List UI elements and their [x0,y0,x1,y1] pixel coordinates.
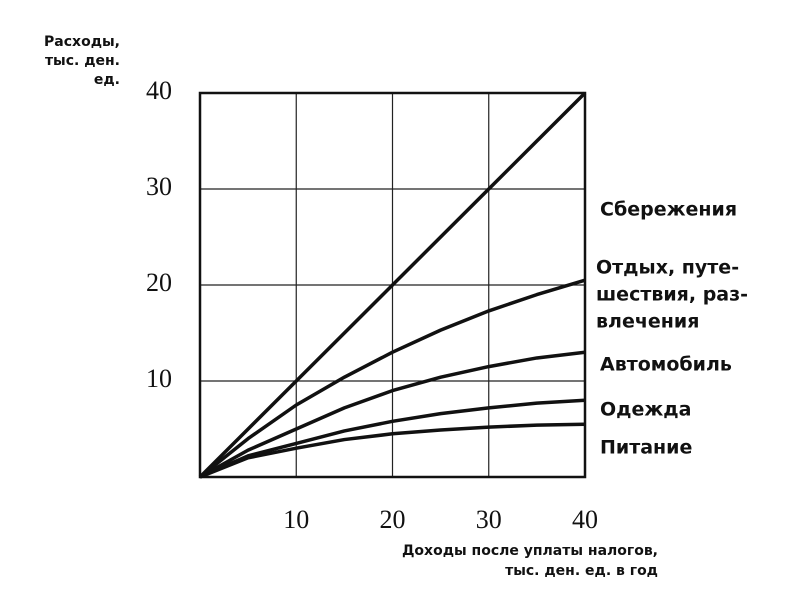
y-tick-label: 20 [146,268,172,297]
y-tick-label: 40 [146,76,172,105]
x-tick-label: 40 [572,505,598,534]
legend-label: Одежда [600,399,691,421]
legend-label: Питание [600,437,692,459]
y-axis-label: Расходы, [44,34,120,50]
x-axis-label: Доходы после уплаты налогов, [402,543,658,559]
y-tick-label: 10 [146,364,172,393]
x-axis-label: тыс. ден. ед. в год [505,563,658,579]
series-line [198,91,587,479]
x-tick-label: 30 [476,505,502,534]
plot-frame [198,91,587,479]
legend-label: влечения [596,311,699,333]
y-axis-label: тыс. ден. [45,53,120,69]
series-line [198,278,586,479]
x-tick-label: 20 [380,505,406,534]
legend-label: Автомобиль [600,354,732,376]
legend-label: Отдых, путе- [596,257,739,279]
y-tick-label: 30 [146,172,172,201]
series-line [199,422,586,479]
legend-label: Сбережения [600,199,737,221]
series-line [199,350,586,479]
y-axis-label: ед. [94,72,120,88]
legend-label: шествия, раз- [596,284,748,306]
x-tick-label: 10 [283,505,309,534]
series-line [199,398,586,479]
